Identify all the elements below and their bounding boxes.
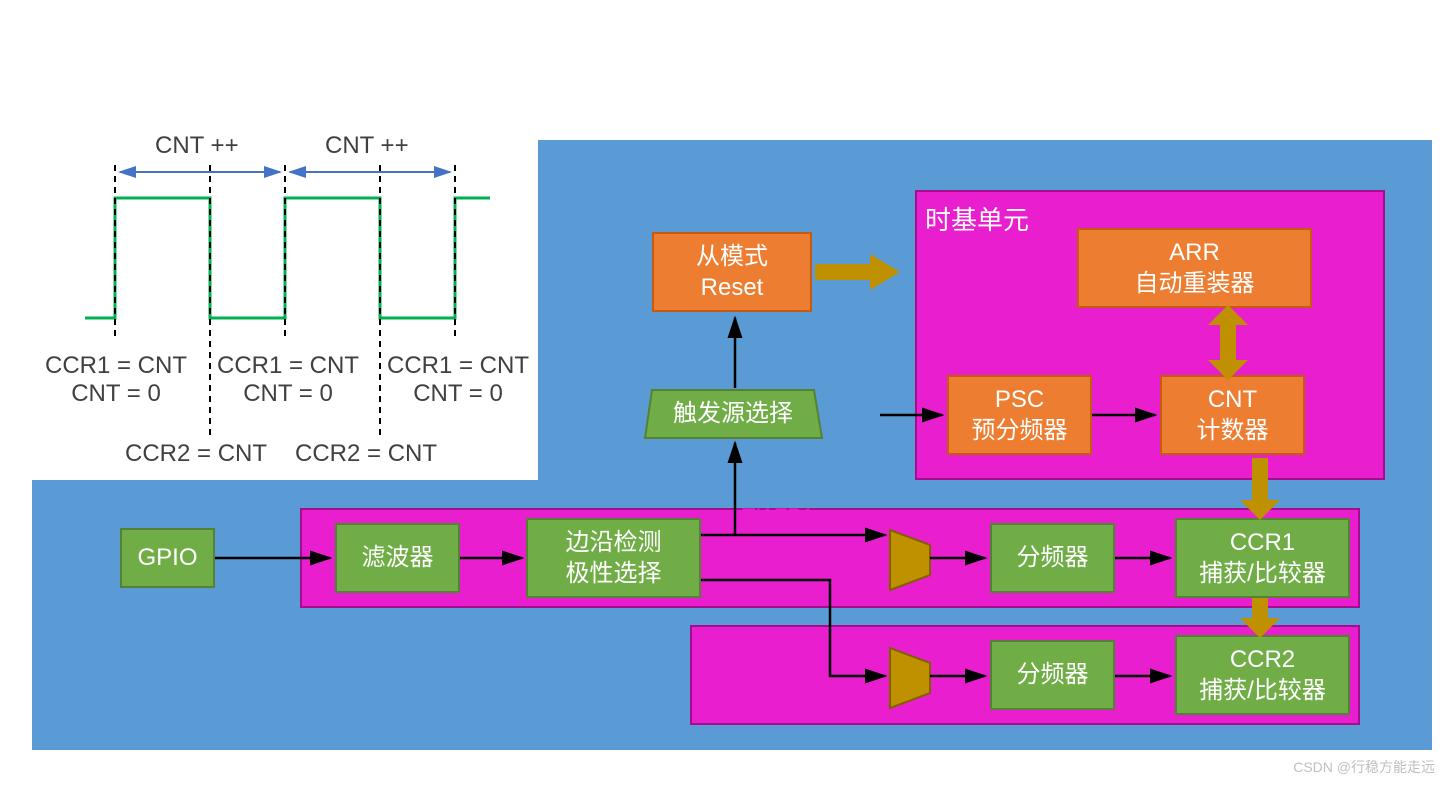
edge-detect-box: 边沿检测 极性选择 <box>526 518 701 598</box>
gpio-label: GPIO <box>137 542 197 573</box>
arr-box: ARR 自动重装器 <box>1077 228 1312 308</box>
ccr2-text-2: CCR2 = CNT <box>295 440 437 468</box>
divider1-box: 分频器 <box>990 523 1115 593</box>
ccr2-text-1: CCR2 = CNT <box>125 440 267 468</box>
psc-box: PSC 预分频器 <box>947 375 1092 455</box>
ccr2-label: CCR2 捕获/比较器 <box>1199 644 1326 706</box>
cnt0-l1: CNT = 0 <box>36 380 196 408</box>
waveform-panel <box>0 0 538 480</box>
ccr1-text-3: CCR1 = CNT CNT = 0 <box>378 352 538 408</box>
watermark: CSDN @行稳方能走远 <box>1293 757 1435 777</box>
cnt0-l2: CNT = 0 <box>208 380 368 408</box>
ccr1-l2: CCR1 = CNT <box>208 352 368 380</box>
ccr1-box: CCR1 捕获/比较器 <box>1175 518 1350 598</box>
filter-label: 滤波器 <box>362 542 434 573</box>
slave-mode-label: 从模式 Reset <box>696 241 768 303</box>
ccr1-l3: CCR1 = CNT <box>378 352 538 380</box>
cnt-inc-1: CNT ++ <box>155 132 239 160</box>
gpio-box: GPIO <box>120 528 215 588</box>
cnt-inc-2: CNT ++ <box>325 132 409 160</box>
arr-label: ARR 自动重装器 <box>1135 237 1255 299</box>
ccr2-box: CCR2 捕获/比较器 <box>1175 635 1350 715</box>
ti1fp2-label: TI1FP2 <box>742 574 814 600</box>
ccr1-l1: CCR1 = CNT <box>36 352 196 380</box>
ti1fp1-label: TI1FP1 <box>742 504 814 530</box>
filter-box: 滤波器 <box>335 523 460 593</box>
cnt-label: CNT 计数器 <box>1197 384 1269 446</box>
psc-label: PSC 预分频器 <box>972 384 1068 446</box>
time-base-label: 时基单元 <box>925 200 1029 237</box>
cnt-box: CNT 计数器 <box>1160 375 1305 455</box>
edge-detect-label: 边沿检测 极性选择 <box>566 527 662 589</box>
trigger-src-box: 触发源选择 <box>650 392 816 436</box>
divider2-label: 分频器 <box>1017 659 1089 690</box>
ccr1-label: CCR1 捕获/比较器 <box>1199 527 1326 589</box>
slave-mode-box: 从模式 Reset <box>652 232 812 312</box>
ccr1-text-2: CCR1 = CNT CNT = 0 <box>208 352 368 408</box>
divider2-box: 分频器 <box>990 640 1115 710</box>
ccr1-text-1: CCR1 = CNT CNT = 0 <box>36 352 196 408</box>
cnt0-l3: CNT = 0 <box>378 380 538 408</box>
trigger-src-label: 触发源选择 <box>673 398 793 429</box>
divider1-label: 分频器 <box>1017 542 1089 573</box>
